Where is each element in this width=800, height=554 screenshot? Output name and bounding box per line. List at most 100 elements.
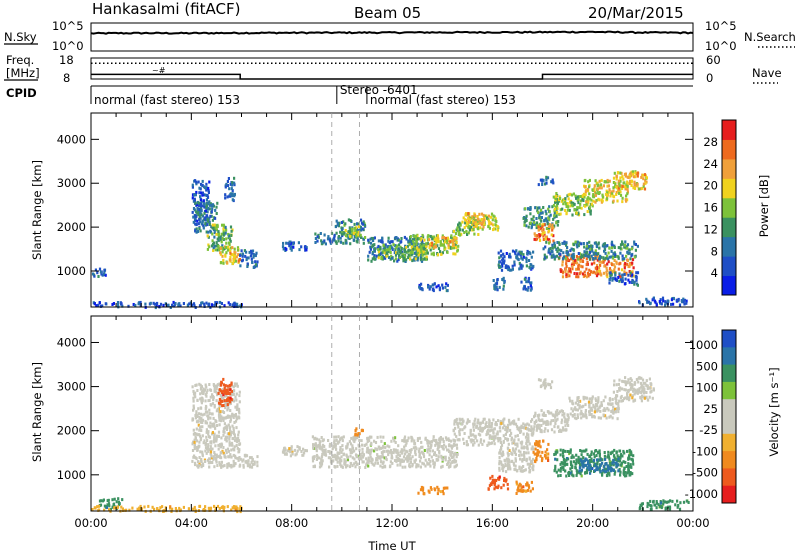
data-cell [431,459,434,463]
data-cell [447,243,450,247]
data-cell [538,427,541,431]
data-cell [612,252,615,256]
data-cell [205,428,208,432]
data-cell [358,466,361,469]
data-cell [213,384,216,388]
data-cell [573,416,577,420]
data-cell [407,253,410,257]
data-cell [552,217,555,221]
data-cell [215,212,218,215]
data-cell [515,255,518,259]
data-cell [445,239,448,243]
data-cell [521,458,524,462]
data-cell [632,175,636,179]
data-cell [586,452,589,456]
data-cell [289,242,292,246]
data-cell [652,297,655,301]
data-cell [201,399,204,403]
data-cell [535,221,539,225]
data-cell [426,450,429,454]
data-cell [664,303,667,307]
data-cell [520,263,523,267]
data-cell [97,303,100,307]
data-cell [540,409,543,413]
data-cell [496,432,499,436]
data-cell [408,243,411,247]
data-cell [550,226,553,229]
data-cell [288,244,291,248]
data-cell [221,250,224,254]
data-cell [207,443,210,447]
data-cell [588,240,591,244]
data-cell [607,251,610,255]
data-cell [211,395,215,398]
data-cell [640,376,643,380]
data-cell [598,271,601,275]
data-cell [579,458,582,462]
data-cell [231,437,234,440]
data-cell [548,241,551,245]
data-cell [549,247,552,250]
beam-title: Beam 05 [354,4,421,22]
data-cell [591,194,595,198]
data-cell [409,249,412,253]
data-cell [659,301,662,305]
data-cell [430,252,433,256]
data-cell [220,465,223,469]
data-cell [395,459,398,463]
data-cell [474,436,477,440]
data-cell [311,459,315,463]
data-cell [514,250,517,254]
data-cell [387,239,390,243]
data-cell [228,248,231,252]
data-cell [229,246,233,250]
data-cell [645,383,648,387]
data-cell [205,205,208,209]
data-cell [374,441,378,444]
data-cell [629,393,632,397]
data-cell [585,471,589,475]
data-cell [554,467,557,471]
data-cell [595,454,598,457]
data-cell [632,454,635,458]
data-cell [590,202,593,206]
data-cell [139,300,142,304]
data-cell [469,431,472,435]
data-cell [236,302,239,306]
data-cell [477,217,480,221]
data-cell [662,299,665,303]
data-cell [364,236,367,239]
data-cell [224,416,227,420]
data-cell [613,379,616,383]
data-cell [583,270,586,274]
data-cell [565,458,568,462]
data-cell [435,236,438,240]
data-cell [223,247,226,251]
data-cell [575,408,578,412]
data-cell [461,417,464,421]
data-cell [519,441,522,445]
data-cell [626,250,629,254]
data-cell [199,420,202,424]
data-cell [242,463,245,467]
data-cell [393,439,396,443]
data-cell [522,216,525,220]
data-cell [554,410,558,414]
data-cell [228,414,231,418]
data-cell [527,279,530,283]
data-cell [597,191,600,195]
data-cell [413,238,416,241]
data-cell [218,423,221,427]
data-cell [420,248,423,252]
data-cell [507,453,510,457]
data-cell [559,208,562,212]
data-cell [407,256,410,260]
data-cell [589,212,592,216]
data-cell [488,429,491,433]
data-cell [332,237,335,241]
data-cell [540,424,543,427]
data-cell [193,304,196,308]
data-cell [383,456,386,460]
data-cell [254,263,257,267]
data-cell [573,460,576,464]
